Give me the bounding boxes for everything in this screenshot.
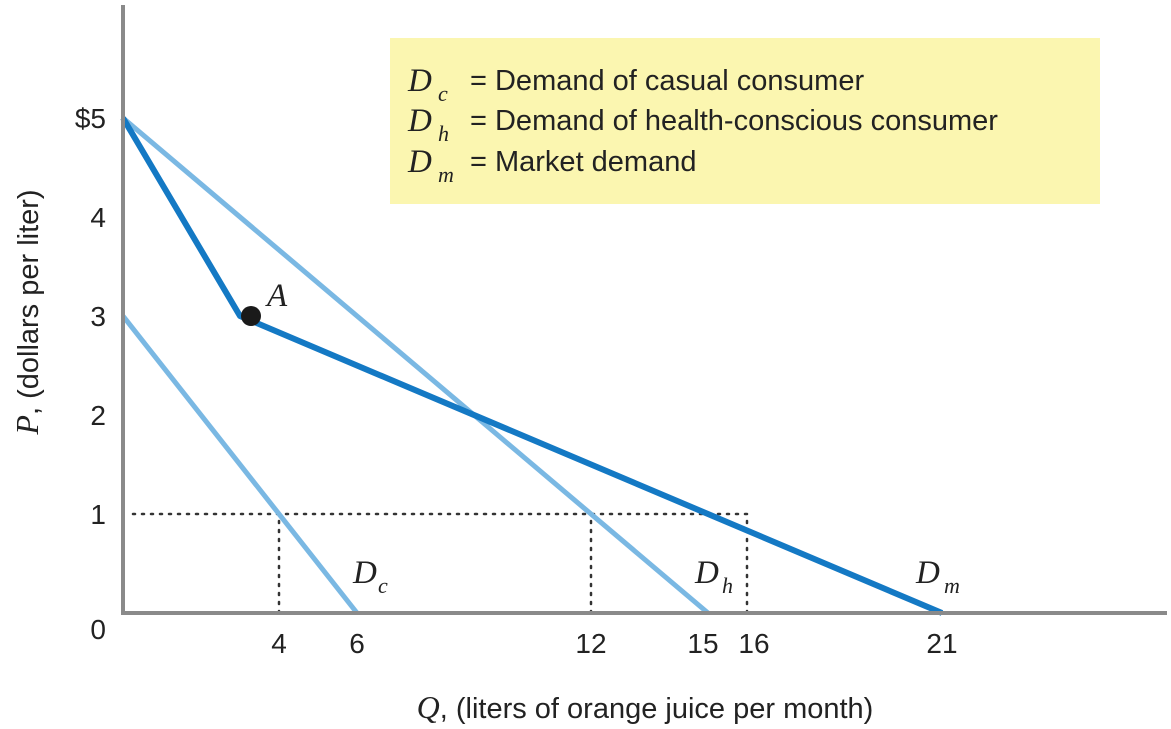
y-tick-1: 1 [90,499,106,530]
point-a [241,306,261,326]
curve-labels: D c D h D m [352,555,960,598]
reference-lines [131,512,749,615]
curve-label-dc-sub: c [378,573,388,598]
y-tick-5: $5 [75,103,106,134]
legend-dm-subscript: m [438,162,454,187]
demand-curve-dh [121,116,710,615]
legend-dh-text: = Demand of health-conscious consumer [470,105,998,137]
x-axis-title: Q, (liters of orange juice per month) [417,689,874,725]
y-axis-text: , (dollars per liter) [13,189,45,415]
legend-entry-dc: D c = Demand of casual consumer [407,63,864,106]
x-tick-labels: 4 6 12 15 16 21 [271,628,957,659]
legend-dc-text: = Demand of casual consumer [470,65,864,97]
y-tick-2: 2 [90,400,106,431]
point-a-label: A [265,278,288,314]
curve-label-dc-main: D [352,555,377,591]
y-axis-var: P [9,415,45,436]
annotations: A [241,278,288,326]
demand-curve-dc [121,314,359,615]
curve-label-dm-main: D [915,555,940,591]
legend-dc-symbol: D [407,63,432,99]
y-tick-0: 0 [90,614,106,645]
curve-label-dh-sub: h [722,573,733,598]
x-tick-6: 6 [349,628,365,659]
x-tick-21: 21 [926,628,957,659]
x-tick-15: 15 [687,628,718,659]
x-tick-16: 16 [738,628,769,659]
y-tick-4: 4 [90,202,106,233]
y-tick-labels: 0 1 2 3 4 $5 [75,103,106,645]
demand-curve-dm [120,116,944,616]
x-axis-text: , (liters of orange juice per month) [440,693,874,725]
legend-entry-dm: D m = Market demand [407,144,696,187]
legend-dh-subscript: h [438,121,449,146]
curve-label-dh: D h [694,555,733,598]
legend-dm-symbol: D [407,144,432,180]
legend-entry-dh: D h = Demand of health-conscious consume… [407,103,998,146]
demand-curves [120,116,944,616]
legend-dm-text: = Market demand [470,146,696,178]
curve-label-dh-main: D [694,555,719,591]
y-tick-3: 3 [90,301,106,332]
y-axis-title: P, (dollars per liter) [9,189,45,435]
legend-dc-subscript: c [438,81,448,106]
x-tick-12: 12 [575,628,606,659]
legend: D c = Demand of casual consumer D h = De… [390,38,1100,204]
x-tick-4: 4 [271,628,287,659]
x-axis-var: Q [417,689,440,725]
legend-box [390,38,1100,204]
curve-label-dc: D c [352,555,388,598]
curve-label-dm: D m [915,555,960,598]
legend-dh-symbol: D [407,103,432,139]
curve-label-dm-sub: m [944,573,960,598]
